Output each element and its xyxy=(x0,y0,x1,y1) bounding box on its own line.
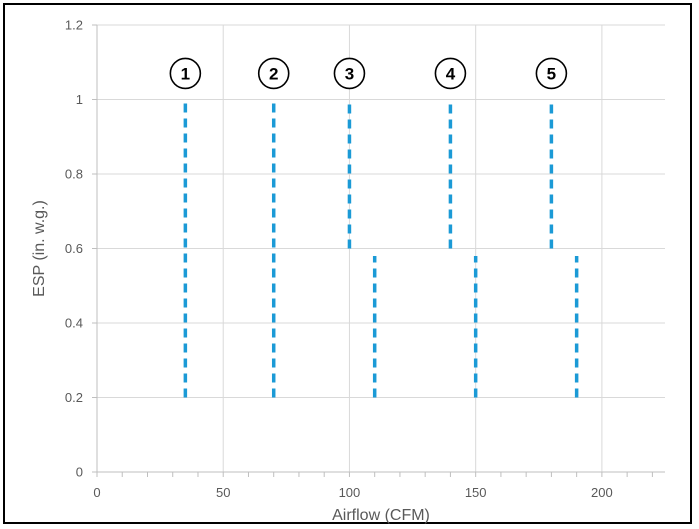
y-tick-label: 0.2 xyxy=(65,390,83,405)
marker-4: 4 xyxy=(434,57,467,90)
series-3 xyxy=(347,103,377,398)
y-tick-label: 0.8 xyxy=(65,167,83,182)
gridlines xyxy=(97,24,665,472)
y-tick-label: 1.2 xyxy=(65,18,83,33)
y-tick-label: 0.4 xyxy=(65,316,83,331)
marker-label: 2 xyxy=(269,64,278,83)
marker-label: 4 xyxy=(446,64,456,83)
y-tick-label: 0.6 xyxy=(65,241,83,256)
y-tick-label: 1 xyxy=(76,92,83,107)
y-axis-title: ESP (in. w.g.) xyxy=(31,200,48,297)
data-series xyxy=(183,99,579,398)
x-tick-label: 50 xyxy=(216,485,230,500)
chart-canvas: 0 50 100 150 200 0 0.2 0.4 0.6 0.8 1 1.2 1 2 3 4 5 Airf… xyxy=(31,18,665,524)
marker-circle xyxy=(535,57,568,90)
x-tick-label: 150 xyxy=(465,485,487,500)
marker-1: 1 xyxy=(169,57,202,90)
marker-circle xyxy=(434,57,467,90)
series-4 xyxy=(448,103,478,398)
axes xyxy=(92,24,665,477)
marker-label: 5 xyxy=(547,64,556,83)
chart-frame: 0 50 100 150 200 0 0.2 0.4 0.6 0.8 1 1.2 1 2 3 4 5 Airf… xyxy=(3,3,692,524)
x-axis-title: Airflow (CFM) xyxy=(332,507,430,524)
marker-label: 1 xyxy=(181,64,190,83)
marker-circle xyxy=(333,57,366,90)
series-5 xyxy=(549,103,579,398)
x-tick-label: 0 xyxy=(93,485,100,500)
tick-labels: 0 50 100 150 200 0 0.2 0.4 0.6 0.8 1 1.2 xyxy=(65,18,613,501)
x-tick-label: 200 xyxy=(591,485,613,500)
marker-label: 3 xyxy=(345,64,354,83)
marker-5: 5 xyxy=(535,57,568,90)
marker-circle xyxy=(169,57,202,90)
y-tick-label: 0 xyxy=(76,465,83,480)
marker-circle xyxy=(257,57,290,90)
marker-2: 2 xyxy=(257,57,290,90)
marker-3: 3 xyxy=(333,57,366,90)
x-tick-label: 100 xyxy=(339,485,361,500)
series-markers: 1 2 3 4 5 xyxy=(169,57,568,90)
